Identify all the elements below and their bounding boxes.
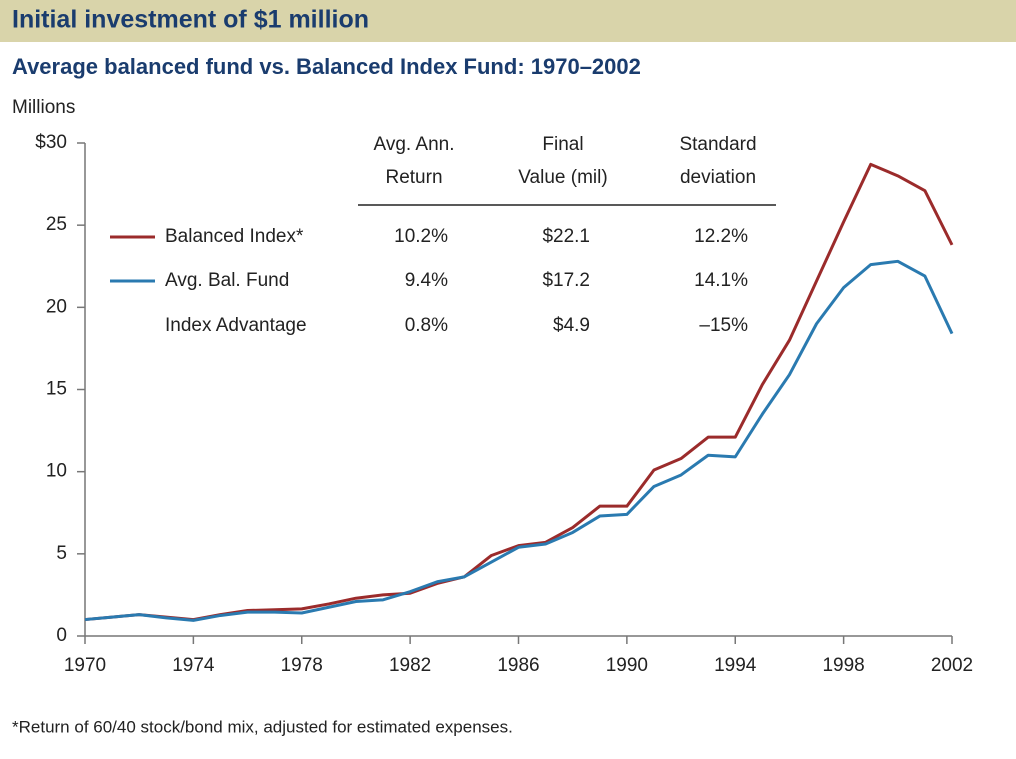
table-header: deviation (680, 167, 756, 188)
x-tick-label: 1974 (172, 655, 215, 676)
y-tick-label: 20 (46, 296, 67, 317)
table-header: Standard (679, 134, 756, 155)
table-cell: 14.1% (694, 270, 748, 291)
table-cell: –15% (699, 315, 748, 336)
x-tick-label: 2002 (931, 655, 973, 676)
y-tick-label: $30 (35, 132, 67, 153)
table-cell: $17.2 (542, 270, 590, 291)
legend-label: Index Advantage (165, 315, 307, 336)
y-tick-label: 10 (46, 461, 67, 482)
x-tick-label: 1986 (497, 655, 539, 676)
x-tick-label: 1970 (64, 655, 106, 676)
series-line (84, 259, 954, 622)
title-band (0, 0, 1016, 42)
y-tick-label: 25 (46, 214, 67, 235)
table-cell: 0.8% (405, 315, 448, 336)
footnote: *Return of 60/40 stock/bond mix, adjuste… (12, 717, 513, 736)
x-tick-label: 1982 (389, 655, 431, 676)
table-header: Return (385, 167, 442, 188)
table-cell: 12.2% (694, 226, 748, 247)
chart-title: Initial investment of $1 million (12, 6, 369, 34)
table-cell: 9.4% (405, 270, 448, 291)
table-header: Final (542, 134, 583, 155)
table-header: Avg. Ann. (374, 134, 455, 155)
x-tick-label: 1978 (281, 655, 323, 676)
x-tick-label: 1994 (714, 655, 757, 676)
table-header: Value (mil) (518, 167, 607, 188)
table-cell: $4.9 (553, 315, 590, 336)
legend-label: Avg. Bal. Fund (165, 270, 289, 291)
x-tick-label: 1998 (822, 655, 864, 676)
table-cell: 10.2% (394, 226, 448, 247)
y-tick-label: 5 (56, 543, 67, 564)
y-tick-label: 0 (56, 625, 67, 646)
y-tick-label: 15 (46, 379, 67, 400)
legend-label: Balanced Index* (165, 226, 304, 247)
x-tick-label: 1990 (606, 655, 648, 676)
table-cell: $22.1 (542, 226, 590, 247)
chart-subtitle: Average balanced fund vs. Balanced Index… (12, 54, 641, 79)
y-axis-label: Millions (12, 97, 75, 118)
